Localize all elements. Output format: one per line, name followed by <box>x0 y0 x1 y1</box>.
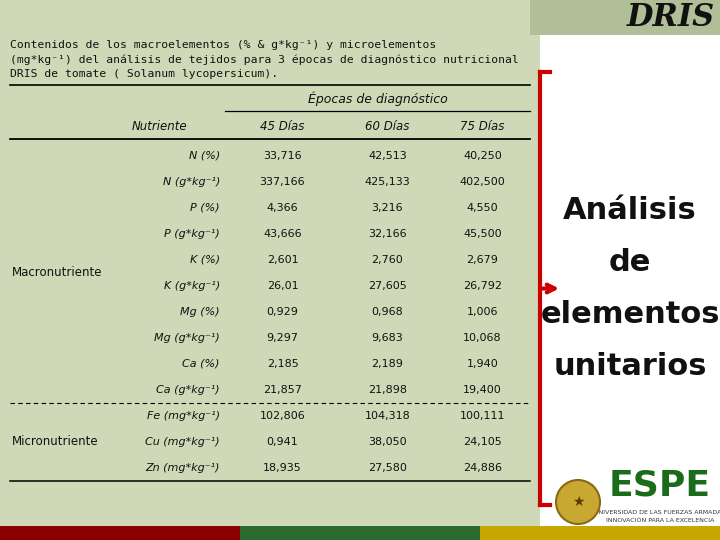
Text: 102,806: 102,806 <box>260 411 305 421</box>
Text: 402,500: 402,500 <box>459 177 505 187</box>
Text: Ca (g*kg⁻¹): Ca (g*kg⁻¹) <box>156 385 220 395</box>
Text: 40,250: 40,250 <box>463 151 502 161</box>
Text: DRIS: DRIS <box>627 3 715 33</box>
Text: P (g*kg⁻¹): P (g*kg⁻¹) <box>164 229 220 239</box>
Bar <box>0 526 240 540</box>
Text: 42,513: 42,513 <box>368 151 407 161</box>
Text: 2,601: 2,601 <box>266 255 298 265</box>
Text: 2,679: 2,679 <box>467 255 498 265</box>
Text: Mg (%): Mg (%) <box>181 307 220 317</box>
Text: K (%): K (%) <box>190 255 220 265</box>
Text: 32,166: 32,166 <box>368 229 407 239</box>
Text: 1,940: 1,940 <box>467 359 498 369</box>
Bar <box>540 0 720 540</box>
Text: 45,500: 45,500 <box>463 229 502 239</box>
Text: 3,216: 3,216 <box>372 203 403 213</box>
Bar <box>530 0 720 35</box>
Text: Macronutriente: Macronutriente <box>12 266 102 279</box>
Text: 27,580: 27,580 <box>368 463 407 473</box>
Text: 38,050: 38,050 <box>368 437 407 447</box>
Text: 2,185: 2,185 <box>266 359 298 369</box>
Text: 0,941: 0,941 <box>266 437 298 447</box>
Circle shape <box>556 480 600 524</box>
Text: 2,760: 2,760 <box>372 255 403 265</box>
Text: 9,297: 9,297 <box>266 333 299 343</box>
Text: 4,550: 4,550 <box>467 203 498 213</box>
Text: INNOVACIÓN PARA LA EXCELENCIA: INNOVACIÓN PARA LA EXCELENCIA <box>606 517 714 523</box>
Bar <box>0 0 540 540</box>
Text: Análisis: Análisis <box>563 196 697 225</box>
Text: 0,968: 0,968 <box>372 307 403 317</box>
Text: Fe (mg*kg⁻¹): Fe (mg*kg⁻¹) <box>147 411 220 421</box>
Text: 100,111: 100,111 <box>460 411 505 421</box>
Text: 10,068: 10,068 <box>463 333 502 343</box>
Text: Cu (mg*kg⁻¹): Cu (mg*kg⁻¹) <box>145 437 220 447</box>
Text: Micronutriente: Micronutriente <box>12 435 99 448</box>
Text: Épocas de diagnóstico: Épocas de diagnóstico <box>307 92 447 106</box>
Text: K (g*kg⁻¹): K (g*kg⁻¹) <box>163 281 220 291</box>
Bar <box>240 526 480 540</box>
Text: 425,133: 425,133 <box>364 177 410 187</box>
Text: 19,400: 19,400 <box>463 385 502 395</box>
Text: 43,666: 43,666 <box>264 229 302 239</box>
Text: 26,792: 26,792 <box>463 281 502 291</box>
Bar <box>480 526 720 540</box>
Text: UNIVERSIDAD DE LAS FUERZAS ARMADAS: UNIVERSIDAD DE LAS FUERZAS ARMADAS <box>595 510 720 515</box>
Text: 1,006: 1,006 <box>467 307 498 317</box>
Text: 21,857: 21,857 <box>263 385 302 395</box>
Text: elementos: elementos <box>540 300 720 329</box>
Text: 18,935: 18,935 <box>263 463 302 473</box>
Text: 104,318: 104,318 <box>364 411 410 421</box>
Text: N (g*kg⁻¹): N (g*kg⁻¹) <box>163 177 220 187</box>
Text: 24,105: 24,105 <box>463 437 502 447</box>
Text: Mg (g*kg⁻¹): Mg (g*kg⁻¹) <box>154 333 220 343</box>
Text: 45 Días: 45 Días <box>261 120 305 133</box>
Text: ESPE: ESPE <box>609 468 711 502</box>
Text: Nutriente: Nutriente <box>132 120 188 133</box>
Text: Zn (mg*kg⁻¹): Zn (mg*kg⁻¹) <box>145 463 220 473</box>
Text: 24,886: 24,886 <box>463 463 502 473</box>
Text: 9,683: 9,683 <box>372 333 403 343</box>
Text: de: de <box>609 248 651 277</box>
Text: 75 Días: 75 Días <box>460 120 505 133</box>
Text: 337,166: 337,166 <box>260 177 305 187</box>
Text: 0,929: 0,929 <box>266 307 298 317</box>
Text: 2,189: 2,189 <box>372 359 403 369</box>
Text: N (%): N (%) <box>189 151 220 161</box>
Text: 33,716: 33,716 <box>264 151 302 161</box>
Text: 4,366: 4,366 <box>266 203 298 213</box>
Text: ★: ★ <box>572 495 584 509</box>
Text: unitarios: unitarios <box>553 352 707 381</box>
Text: P (%): P (%) <box>190 203 220 213</box>
Text: 21,898: 21,898 <box>368 385 407 395</box>
Text: 26,01: 26,01 <box>266 281 298 291</box>
Text: Contenidos de los macroelementos (% & g*kg⁻¹) y microelementos
(mg*kg⁻¹) del aná: Contenidos de los macroelementos (% & g*… <box>10 40 518 79</box>
Text: 60 Días: 60 Días <box>365 120 410 133</box>
Text: 27,605: 27,605 <box>368 281 407 291</box>
Text: Ca (%): Ca (%) <box>182 359 220 369</box>
